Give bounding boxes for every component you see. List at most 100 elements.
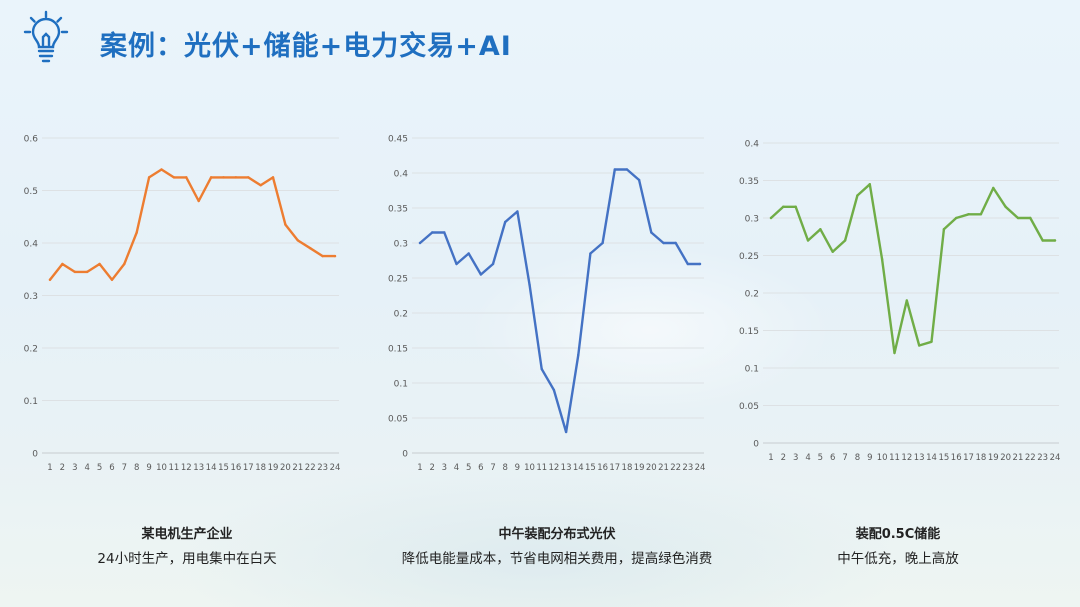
- data-point: [880, 258, 884, 261]
- data-point: [831, 250, 834, 253]
- data-point: [321, 254, 324, 258]
- data-point: [769, 216, 773, 220]
- x-tick-label: 1: [417, 463, 422, 473]
- data-point: [674, 241, 677, 245]
- data-point: [185, 176, 188, 179]
- data-point: [259, 184, 262, 187]
- y-tick-label: 0.2: [745, 290, 759, 300]
- data-point: [296, 239, 300, 242]
- x-tick-label: 20: [646, 463, 657, 473]
- x-tick-label: 23: [1037, 453, 1048, 463]
- x-tick-label: 6: [478, 463, 483, 473]
- y-tick-label: 0.6: [24, 135, 39, 145]
- data-point: [528, 283, 531, 287]
- x-tick-label: 20: [280, 463, 291, 473]
- x-tick-label: 6: [109, 463, 114, 473]
- y-tick-label: 0.4: [745, 140, 760, 150]
- y-tick-label: 0.3: [24, 292, 38, 302]
- x-tick-label: 5: [818, 453, 823, 463]
- y-tick-label: 0.3: [394, 240, 408, 250]
- x-tick-label: 24: [1050, 453, 1061, 463]
- x-tick-label: 4: [454, 463, 459, 473]
- x-tick-label: 18: [622, 463, 633, 473]
- data-point: [794, 205, 797, 208]
- y-tick-label: 0.25: [739, 252, 759, 262]
- x-tick-label: 23: [682, 463, 693, 473]
- x-tick-label: 22: [1025, 453, 1036, 463]
- data-point: [85, 270, 89, 274]
- x-tick-label: 8: [503, 463, 508, 473]
- data-point: [843, 239, 847, 242]
- data-point: [430, 231, 434, 234]
- data-point: [942, 228, 946, 231]
- data-point: [147, 176, 151, 179]
- caption-subtitle: 中午低充，晚上高放: [837, 551, 959, 567]
- x-tick-label: 8: [134, 463, 139, 473]
- data-point: [271, 176, 275, 179]
- data-point: [967, 213, 970, 216]
- caption-energy-storage: 装配0.5C储能 中午低充，晚上高放: [728, 526, 1068, 568]
- x-tick-label: 15: [585, 463, 596, 473]
- x-tick-label: 10: [156, 463, 167, 473]
- x-tick-label: 3: [793, 453, 798, 463]
- x-tick-label: 2: [60, 463, 65, 473]
- x-tick-label: 13: [193, 463, 204, 473]
- data-point: [209, 176, 213, 179]
- data-point: [992, 186, 995, 190]
- data-point: [222, 176, 225, 179]
- data-point: [234, 176, 238, 179]
- data-point: [110, 278, 114, 281]
- data-point: [893, 351, 896, 355]
- data-point: [197, 199, 200, 203]
- y-tick-label: 0: [32, 450, 38, 460]
- y-tick-label: 0.5: [24, 187, 38, 197]
- x-tick-label: 16: [597, 463, 608, 473]
- line-chart-energy-storage: 00.050.10.150.20.250.30.350.41 2 3 4 5 6 7 8 9 10…: [739, 140, 1061, 464]
- caption-title: 某电机生产企业: [141, 527, 233, 542]
- x-tick-label: 5: [97, 463, 102, 473]
- y-tick-label: 0.35: [739, 177, 759, 187]
- data-point: [905, 299, 909, 302]
- x-tick-label: 17: [609, 463, 620, 473]
- page-title: 案例：光伏+储能+电力交易+AI: [100, 31, 512, 62]
- x-tick-label: 12: [901, 453, 912, 463]
- x-tick-label: 21: [292, 463, 303, 473]
- x-tick-label: 2: [781, 453, 786, 463]
- data-point: [98, 262, 101, 266]
- x-tick-label: 24: [695, 463, 706, 473]
- data-point: [819, 228, 822, 231]
- caption-title: 中午装配分布式光伏: [498, 527, 616, 542]
- x-tick-label: 11: [536, 463, 547, 473]
- x-tick-label: 8: [855, 453, 860, 463]
- x-tick-label: 9: [146, 463, 151, 473]
- y-tick-label: 0.15: [388, 345, 408, 355]
- data-point: [455, 262, 458, 266]
- x-tick-label: 20: [1000, 453, 1011, 463]
- line-chart-solar-pv: 00.050.10.150.20.250.30.350.40.451 2 3 4 5 6 7…: [388, 135, 706, 474]
- x-tick-label: 7: [490, 463, 495, 473]
- data-point: [48, 278, 52, 281]
- x-tick-label: 24: [330, 463, 341, 473]
- x-tick-label: 14: [926, 453, 937, 463]
- data-point: [61, 262, 64, 266]
- x-tick-label: 3: [72, 463, 77, 473]
- data-point: [1016, 216, 1020, 220]
- x-tick-label: 12: [181, 463, 192, 473]
- x-tick-label: 15: [218, 463, 229, 473]
- x-tick-label: 21: [1013, 453, 1024, 463]
- x-tick-label: 11: [168, 463, 179, 473]
- x-tick-label: 9: [515, 463, 520, 473]
- x-tick-label: 14: [206, 463, 217, 473]
- x-tick-label: 16: [951, 453, 962, 463]
- data-point: [443, 231, 446, 234]
- data-point: [601, 241, 604, 245]
- x-tick-label: 19: [988, 453, 999, 463]
- y-tick-label: 0.1: [745, 365, 759, 375]
- x-tick-label: 4: [805, 453, 810, 463]
- data-point: [333, 254, 337, 258]
- data-point: [662, 241, 665, 245]
- x-tick-label: 22: [670, 463, 681, 473]
- data-point: [686, 262, 690, 266]
- data-point: [479, 273, 483, 276]
- data-point: [284, 223, 287, 226]
